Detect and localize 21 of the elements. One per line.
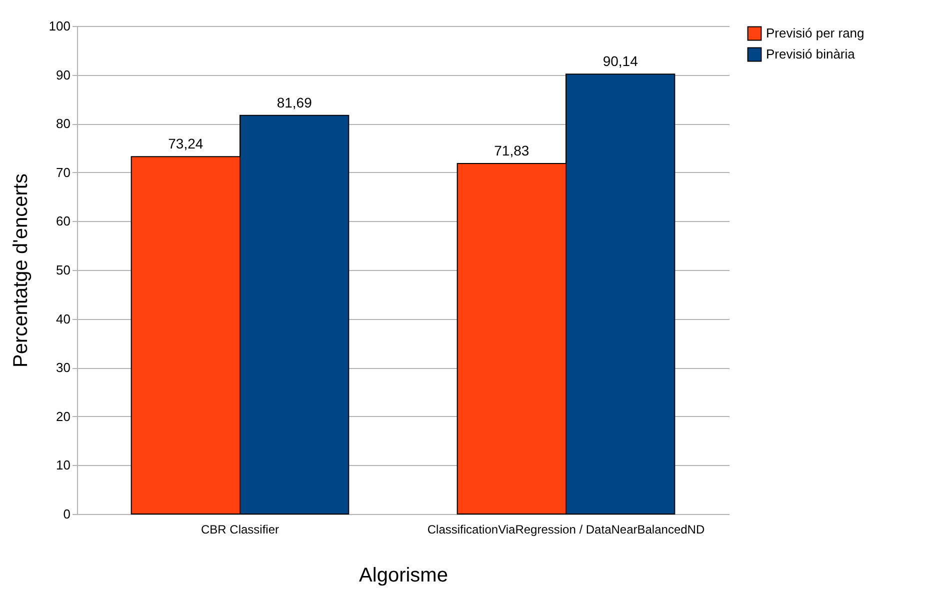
- y-tick-label: 70: [56, 164, 70, 180]
- data-label: 73,24: [168, 136, 204, 152]
- y-tick-label: 0: [63, 506, 70, 522]
- x-axis-title: Algorisme: [359, 564, 448, 586]
- data-label: 90,14: [602, 53, 638, 70]
- legend-label: Previsió binària: [766, 46, 856, 62]
- y-tick-label: 40: [56, 311, 70, 326]
- y-tick-label: 50: [56, 262, 70, 278]
- y-tick-label: 10: [56, 458, 70, 473]
- data-label: 81,69: [276, 94, 312, 110]
- y-tick-label: 30: [56, 360, 70, 376]
- y-tick-label: 80: [56, 116, 70, 132]
- y-tick-label: 20: [56, 408, 70, 424]
- y-tick-label: 100: [48, 18, 70, 34]
- x-tick-label: ClassificationViaRegression / DataNearBalancedND: [427, 522, 705, 536]
- y-axis-title: Percentatge d'encerts: [10, 174, 32, 368]
- x-tick-label: CBR Classifier: [200, 522, 280, 536]
- legend-label: Previsió per rang: [766, 26, 864, 40]
- y-tick-label: 90: [56, 67, 70, 82]
- y-tick-label: 60: [56, 214, 70, 229]
- data-label: 71,83: [494, 142, 530, 158]
